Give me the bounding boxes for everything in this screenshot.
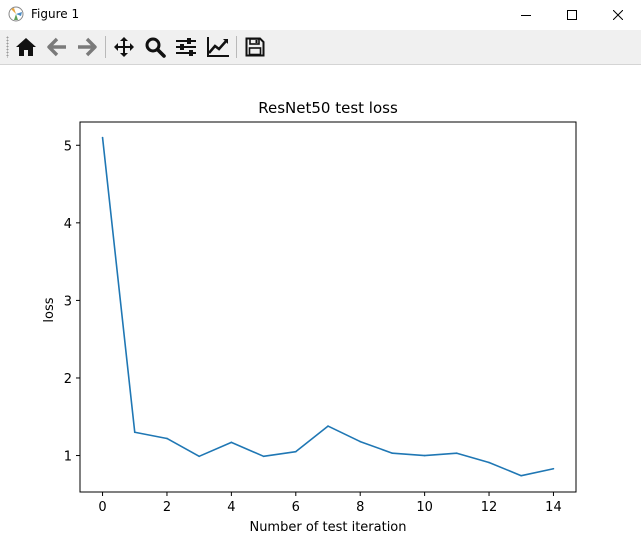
close-button[interactable] — [595, 0, 641, 30]
save-icon — [245, 37, 265, 57]
x-tick-label: 0 — [98, 500, 106, 515]
data-point — [294, 450, 297, 453]
forward-button[interactable] — [74, 35, 100, 59]
window-title: Figure 1 — [31, 7, 80, 21]
data-point — [230, 441, 233, 444]
y-tick-label: 4 — [64, 217, 72, 232]
data-point — [327, 425, 329, 427]
data-point — [101, 136, 104, 139]
forward-icon — [78, 37, 97, 57]
y-tick-label: 2 — [64, 372, 72, 387]
data-point — [552, 467, 555, 470]
data-point — [166, 437, 168, 440]
x-tick-label: 12 — [481, 500, 498, 515]
back-icon — [47, 37, 66, 57]
x-tick-label: 14 — [545, 500, 562, 515]
home-button[interactable] — [13, 35, 39, 59]
minimize-icon — [521, 15, 531, 16]
toolbar-separator — [105, 36, 106, 58]
data-point — [456, 452, 458, 455]
data-point — [262, 455, 265, 458]
edit-axis-icon — [207, 37, 229, 57]
data-point — [391, 452, 394, 455]
save-button[interactable] — [242, 35, 268, 59]
title-bar: Figure 1 — [0, 0, 641, 30]
pan-icon — [114, 37, 134, 57]
x-tick-label: 8 — [356, 500, 364, 515]
window-controls — [503, 0, 641, 30]
data-point — [359, 440, 362, 443]
maximize-button[interactable] — [549, 0, 595, 30]
x-axis-label: Number of test iteration — [249, 520, 406, 535]
zoom-button[interactable] — [142, 35, 168, 59]
matplotlib-icon — [8, 6, 24, 22]
pan-button[interactable] — [111, 35, 137, 59]
figure-canvas[interactable]: ResNet50 test loss Number of test iterat… — [0, 65, 641, 546]
plot-frame — [79, 121, 577, 493]
x-tick-label: 4 — [227, 500, 235, 515]
toolbar-separator — [236, 36, 237, 58]
y-tick-label: 1 — [64, 450, 72, 465]
navigation-toolbar — [0, 30, 641, 65]
x-tick-label: 2 — [163, 500, 171, 515]
chart-title: ResNet50 test loss — [258, 99, 398, 117]
minimize-button[interactable] — [503, 0, 549, 30]
y-tick-label: 3 — [64, 294, 72, 309]
series-line — [101, 137, 554, 477]
data-point — [133, 431, 136, 434]
data-point — [423, 454, 426, 457]
data-point — [488, 461, 490, 464]
subplots-button[interactable] — [173, 35, 199, 59]
home-icon — [16, 38, 36, 56]
close-icon — [613, 10, 623, 20]
line-chart[interactable]: ResNet50 test loss Number of test iterat… — [0, 65, 641, 546]
edit-axis-button[interactable] — [205, 35, 231, 59]
subplots-icon — [176, 38, 196, 56]
x-tick-label: 6 — [292, 500, 300, 515]
data-point — [520, 474, 523, 477]
zoom-icon — [145, 37, 166, 58]
y-tick-label: 5 — [64, 139, 72, 154]
y-axis-label: loss — [42, 297, 57, 322]
data-point — [198, 455, 200, 458]
back-button[interactable] — [44, 35, 70, 59]
toolbar-grip[interactable] — [6, 36, 9, 58]
x-tick-label: 10 — [416, 500, 433, 515]
maximize-icon — [567, 10, 577, 20]
